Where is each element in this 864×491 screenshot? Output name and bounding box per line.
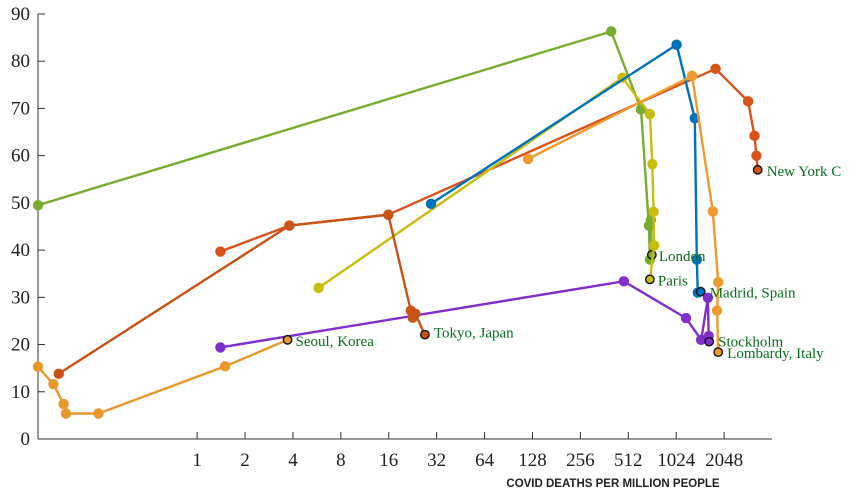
label-london: London (659, 249, 706, 265)
series-stockholm (215, 276, 715, 353)
series-point (711, 305, 723, 316)
series-point (686, 70, 698, 82)
series-end-point (713, 347, 724, 358)
series-end-point (704, 336, 715, 347)
x-tick-label: 2 (240, 450, 250, 471)
x-axis-title: COVID DEATHS PER MILLION PEOPLE (506, 478, 720, 490)
x-tick-label: 1024 (657, 450, 696, 471)
y-tick-label: 70 (11, 98, 30, 119)
label-madrid-spain: Madrid, Spain (710, 286, 796, 302)
series-point (618, 276, 630, 287)
x-tick-label: 4 (288, 450, 298, 471)
label-paris: Paris (658, 273, 688, 289)
series-point (702, 292, 714, 304)
x-tick-label: 64 (475, 450, 495, 471)
series-line (37, 338, 289, 415)
series-end-point (420, 329, 430, 340)
series-london (32, 26, 657, 265)
series-point (425, 198, 437, 210)
series-point (749, 130, 760, 142)
y-tick-label: 0 (21, 429, 31, 450)
label-lombardy-italy: Lombardy, Italy (727, 346, 824, 362)
x-tick-label: 256 (566, 450, 595, 471)
series-end-point (695, 286, 706, 297)
series-point (410, 308, 421, 320)
series-point (644, 108, 656, 120)
y-tick-label: 90 (11, 4, 30, 25)
series-lombardy-italy (522, 70, 724, 358)
series-point (215, 342, 226, 353)
series-tokyo-japan (53, 209, 430, 380)
series-point (691, 254, 703, 265)
series-point (383, 209, 394, 220)
x-tick-label: 128 (518, 450, 547, 471)
series-line (317, 76, 656, 289)
series-line (58, 213, 426, 375)
series-point (751, 150, 762, 161)
x-tick-label: 16 (379, 450, 398, 471)
series-point (32, 361, 44, 372)
y-tick-label: 20 (11, 335, 30, 356)
series-point (313, 282, 324, 294)
series-point (219, 361, 231, 372)
series-point (712, 277, 724, 288)
series-point (647, 158, 658, 170)
series-line (527, 74, 720, 353)
series-point (522, 153, 534, 165)
x-tick-label: 1 (192, 450, 202, 471)
y-tick-label: 30 (11, 287, 30, 308)
series-new-york-c (215, 63, 763, 257)
series-end-point (282, 334, 293, 345)
series-point (671, 39, 682, 50)
label-new-york-c: New York C (767, 164, 842, 180)
series-point (215, 246, 226, 257)
x-tick-label: 32 (427, 450, 446, 471)
series-point (53, 368, 64, 380)
series-end-point (752, 164, 763, 175)
label-stockholm: Stockholm (718, 335, 783, 351)
label-seoul-korea: Seoul, Korea (296, 334, 375, 350)
label-tokyo-japan: Tokyo, Japan (434, 326, 514, 342)
series-seoul-korea (32, 334, 293, 419)
series-end-point (644, 274, 655, 285)
x-tick-label: 8 (336, 450, 346, 471)
series-point (93, 408, 104, 419)
series-point (58, 398, 69, 410)
series-point (742, 96, 754, 107)
series-point (649, 240, 660, 251)
series-point (32, 200, 44, 211)
series-point (707, 206, 719, 217)
series-paris (313, 72, 660, 294)
y-tick-label: 80 (11, 51, 30, 72)
series-point (284, 220, 295, 231)
y-tick-label: 60 (11, 146, 30, 167)
x-tick-label: 512 (614, 450, 643, 471)
x-tick-label: 2048 (705, 450, 743, 471)
series-point (606, 26, 617, 37)
series-point (648, 206, 659, 218)
y-tick-label: 50 (11, 193, 30, 214)
y-tick-label: 10 (11, 382, 30, 403)
series-point (48, 379, 59, 390)
series-madrid-spain (425, 39, 706, 298)
y-tick-label: 40 (11, 240, 30, 261)
series-point (680, 312, 692, 324)
series-line (37, 30, 653, 261)
series-point (710, 63, 721, 74)
series-point (60, 408, 72, 419)
